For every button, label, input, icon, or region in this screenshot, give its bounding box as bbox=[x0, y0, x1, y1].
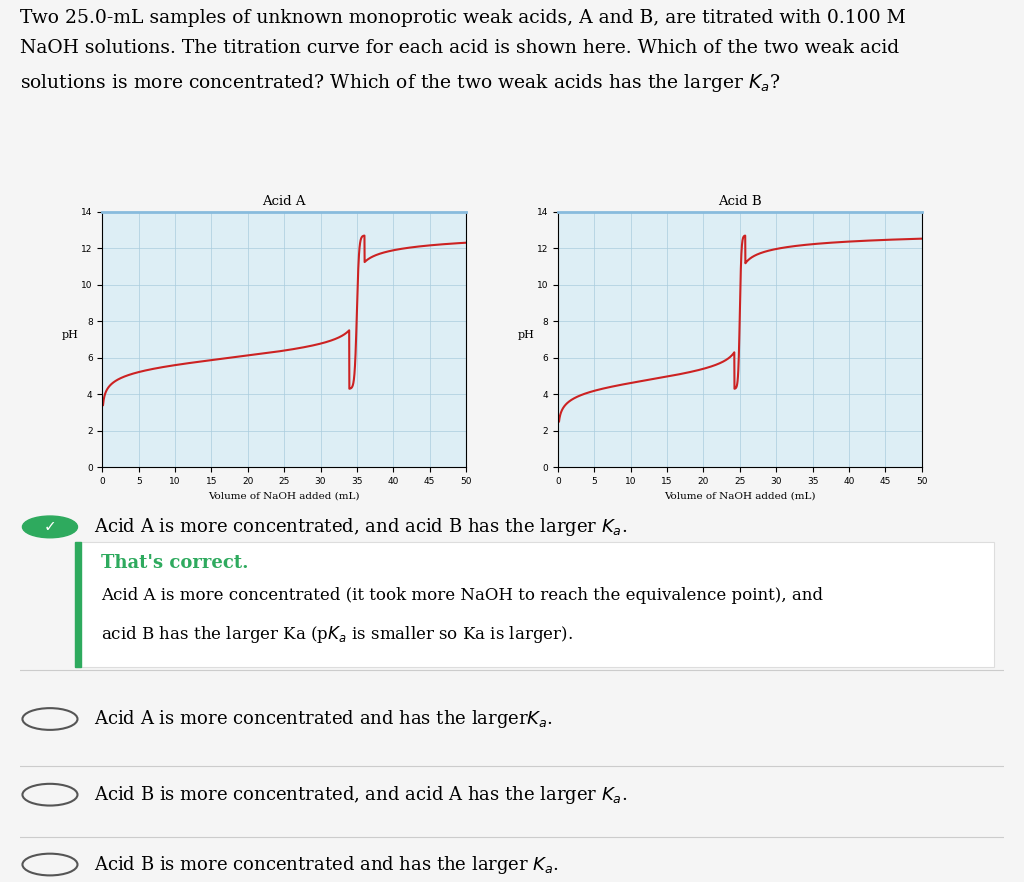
Text: That's correct.: That's correct. bbox=[101, 554, 249, 572]
Title: Acid B: Acid B bbox=[718, 195, 762, 208]
Text: Acid B is more concentrated and has the larger $K_a$.: Acid B is more concentrated and has the … bbox=[94, 854, 559, 876]
Text: Acid B is more concentrated, and acid A has the larger $K_a$.: Acid B is more concentrated, and acid A … bbox=[94, 784, 628, 805]
Text: Acid A is more concentrated (it took more NaOH to reach the equivalence point), : Acid A is more concentrated (it took mor… bbox=[101, 587, 823, 604]
Text: acid B has the larger Ka (p$K_a$ is smaller so Ka is larger).: acid B has the larger Ka (p$K_a$ is smal… bbox=[101, 624, 572, 645]
Text: Acid A is more concentrated, and acid B has the larger $K_a$.: Acid A is more concentrated, and acid B … bbox=[94, 516, 628, 538]
X-axis label: Volume of NaOH added (mL): Volume of NaOH added (mL) bbox=[665, 492, 815, 501]
Title: Acid A: Acid A bbox=[262, 195, 306, 208]
FancyBboxPatch shape bbox=[75, 542, 993, 667]
Y-axis label: pH: pH bbox=[517, 330, 535, 340]
Text: Acid A is more concentrated and has the larger$K_a$.: Acid A is more concentrated and has the … bbox=[94, 708, 553, 730]
Text: ✓: ✓ bbox=[44, 519, 56, 534]
Text: Two 25.0-mL samples of unknown monoprotic weak acids, A and B, are titrated with: Two 25.0-mL samples of unknown monoproti… bbox=[20, 9, 906, 93]
Y-axis label: pH: pH bbox=[61, 330, 79, 340]
Bar bbox=[75, 542, 82, 667]
Circle shape bbox=[23, 516, 78, 538]
X-axis label: Volume of NaOH added (mL): Volume of NaOH added (mL) bbox=[209, 492, 359, 501]
